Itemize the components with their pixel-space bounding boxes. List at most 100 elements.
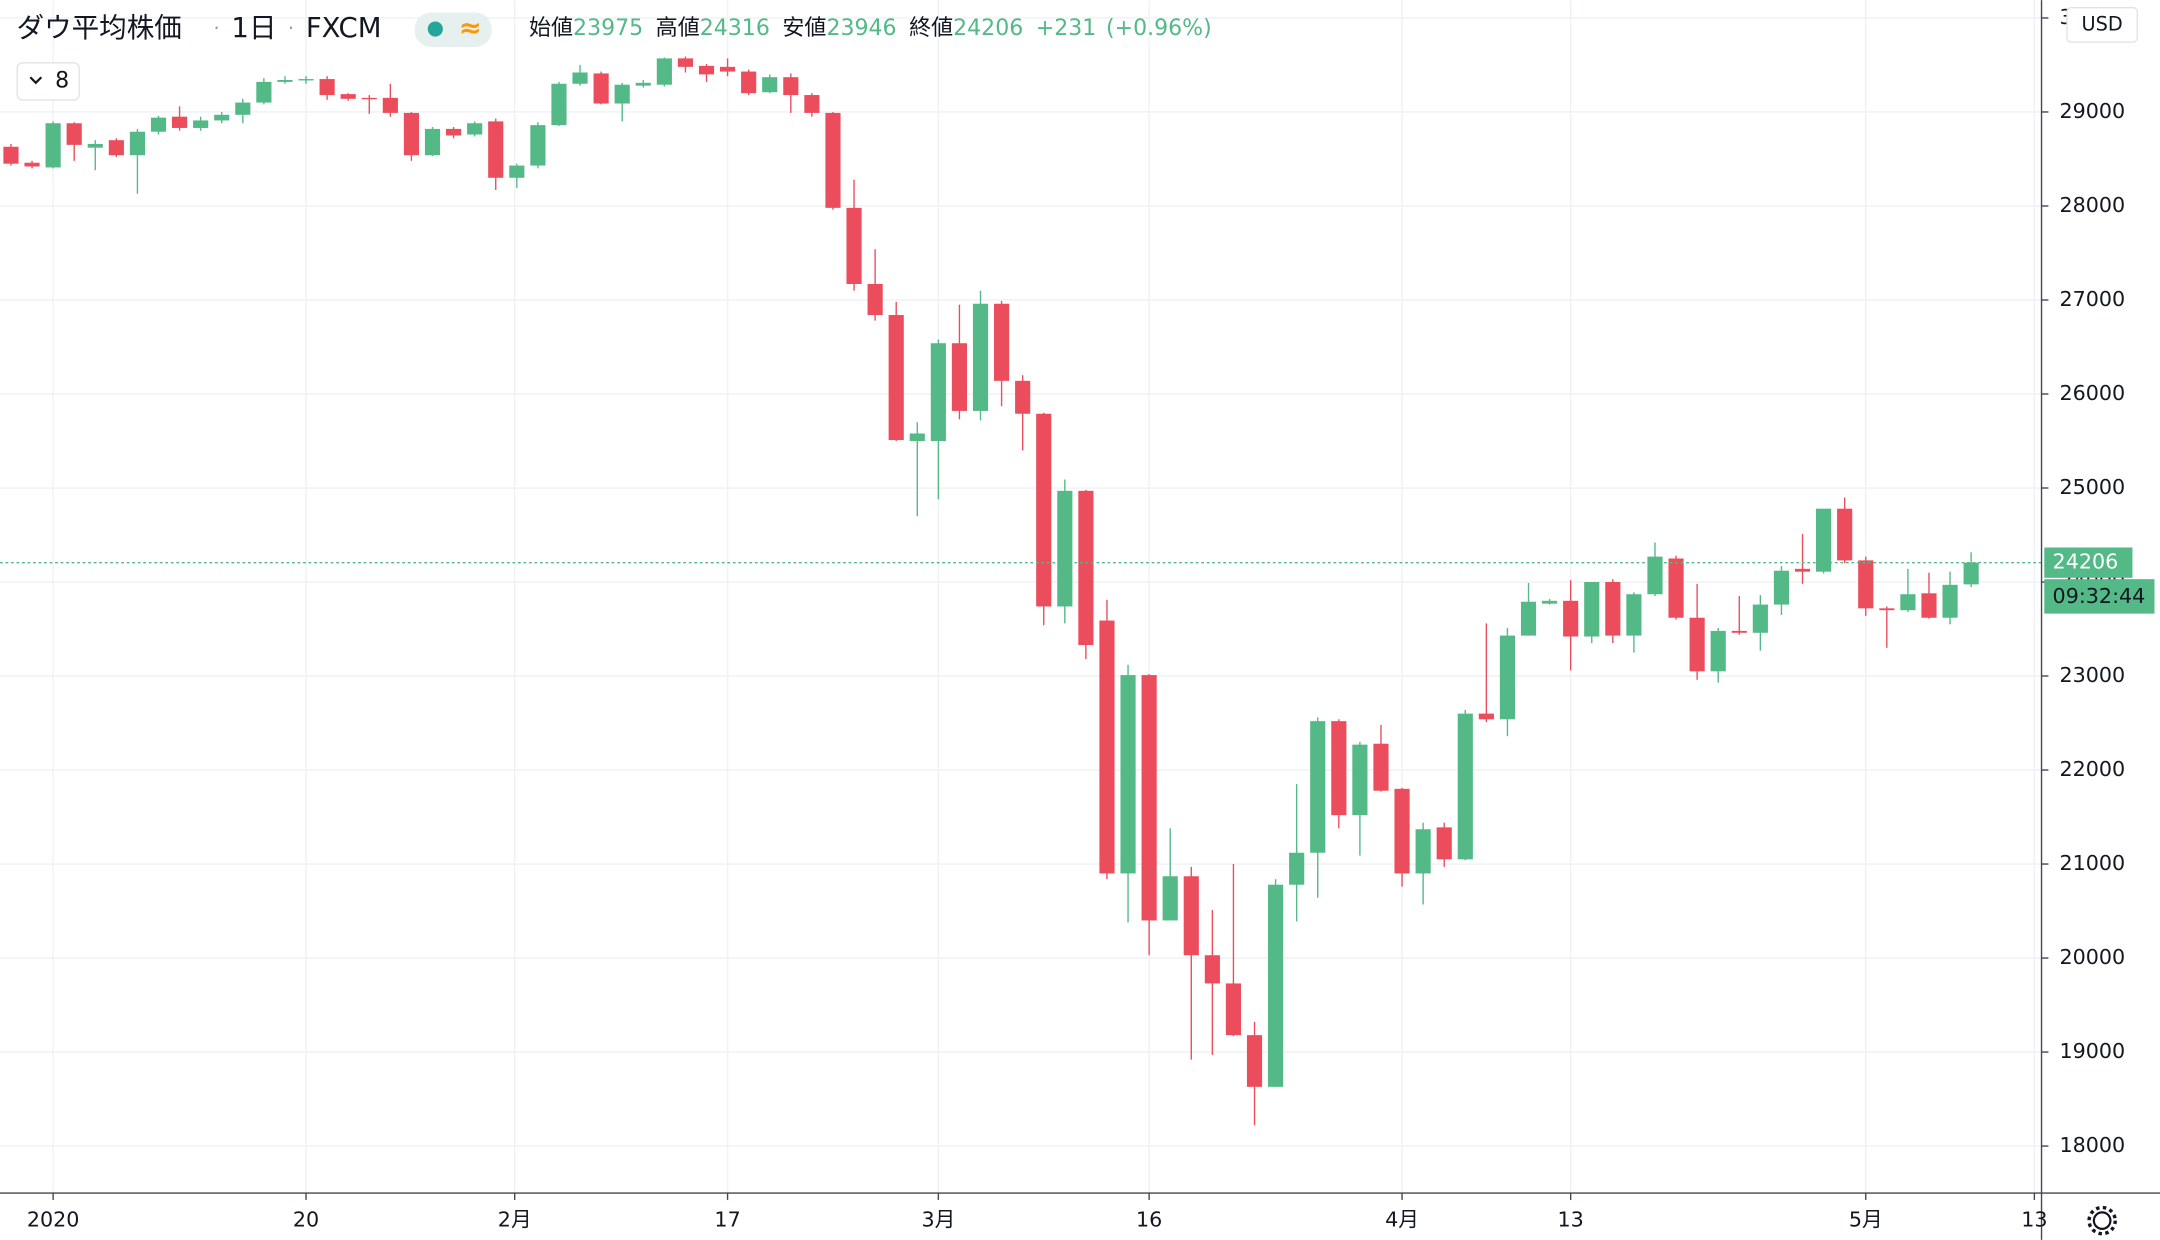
candle-body xyxy=(1204,955,1220,984)
candle-body xyxy=(551,83,567,126)
candle-body xyxy=(1773,570,1790,605)
x-tick-label: 4月 xyxy=(1385,1208,1419,1232)
candle-body xyxy=(1605,582,1621,636)
delayed-icon: ≈ xyxy=(459,12,482,44)
candle-body xyxy=(1120,675,1136,874)
low-value: 23946 xyxy=(826,16,896,41)
gear-teeth xyxy=(2087,1205,2117,1236)
candle-body xyxy=(1963,562,1979,585)
time-axis-bg xyxy=(0,1193,2160,1240)
candle-body xyxy=(762,77,778,93)
candle-body xyxy=(172,116,188,128)
candle-body xyxy=(888,315,904,441)
y-tick-label: 29000 xyxy=(2059,99,2125,123)
candle-body xyxy=(1921,593,1937,618)
candle-body xyxy=(1563,600,1579,637)
x-tick-label: 5月 xyxy=(1849,1208,1883,1232)
candle-body xyxy=(1015,380,1031,414)
header: ダウ平均株価 · 1日 · FXCM ≈ 始値23975 高値24316 安値2… xyxy=(16,12,1212,101)
currency: USD xyxy=(2082,12,2123,35)
candle-body xyxy=(446,128,462,136)
candle-body xyxy=(256,81,272,103)
indicator-count: 8 xyxy=(55,68,69,93)
candle-body xyxy=(1099,620,1115,874)
candle-body xyxy=(1141,675,1157,921)
close-label: 終値 xyxy=(909,16,953,41)
countdown-box xyxy=(2044,579,2155,614)
interval[interactable]: 1日 xyxy=(231,12,276,44)
candle-body xyxy=(593,73,609,104)
y-tick-label: 28000 xyxy=(2059,193,2125,217)
candle-body xyxy=(214,114,230,121)
candle-body xyxy=(1415,829,1431,874)
y-tick-label: 25000 xyxy=(2059,475,2125,499)
x-tick-label: 20 xyxy=(293,1208,319,1232)
candle-body xyxy=(488,121,504,178)
candle-body xyxy=(1331,721,1347,816)
low-label: 安値 xyxy=(782,16,826,41)
candle-body xyxy=(1310,721,1326,853)
candle-body xyxy=(972,303,989,411)
x-tick-label: 13 xyxy=(1558,1208,1584,1232)
last-price-label: 24206 xyxy=(2053,550,2119,574)
status-pill[interactable] xyxy=(414,12,492,47)
candle-body xyxy=(1752,604,1768,633)
x-tick-label: 17 xyxy=(714,1208,740,1232)
x-tick-label: 3月 xyxy=(921,1208,955,1232)
candle-body xyxy=(3,146,19,164)
source: FXCM xyxy=(306,12,382,44)
y-tick-label: 27000 xyxy=(2059,287,2125,311)
candle-body xyxy=(1731,630,1747,633)
change-percent: (+0.96%) xyxy=(1106,16,1212,41)
settings-icon[interactable] xyxy=(2087,1205,2117,1236)
candle-body xyxy=(1816,508,1832,572)
candle-body xyxy=(1689,617,1705,672)
candle-body xyxy=(193,120,209,128)
candle-body xyxy=(1289,852,1305,885)
candle-body xyxy=(1352,744,1368,816)
candle-body xyxy=(1057,490,1073,607)
close-value: 24206 xyxy=(953,16,1023,41)
candle-body xyxy=(1542,600,1558,604)
collapse-button[interactable] xyxy=(16,62,80,101)
candle-body xyxy=(1668,558,1684,618)
candle-body xyxy=(1394,788,1410,874)
candle-body xyxy=(66,123,82,145)
candle-body xyxy=(1858,560,1874,609)
candle-body xyxy=(804,95,820,113)
high-label: 高値 xyxy=(656,16,700,41)
candle-body xyxy=(530,125,546,166)
currency-box[interactable] xyxy=(2066,6,2138,43)
candle-body xyxy=(1457,713,1473,860)
candle-body xyxy=(994,303,1010,381)
candle-body xyxy=(361,97,377,100)
candle-body xyxy=(846,207,862,285)
x-tick-label: 13 xyxy=(2021,1208,2047,1232)
x-tick-label: 2月 xyxy=(498,1208,532,1232)
candle-body xyxy=(635,82,651,86)
candle-body xyxy=(1626,594,1642,636)
candle-body xyxy=(1478,713,1494,720)
candle-body xyxy=(572,72,588,84)
candle-body xyxy=(45,123,61,168)
y-tick-label: 20000 xyxy=(2059,945,2125,969)
candle-body xyxy=(1942,584,1958,618)
x-tick-label: 2020 xyxy=(27,1208,80,1232)
candle-body xyxy=(1268,884,1284,1087)
candle-body xyxy=(235,102,251,115)
ohlc-legend: 始値23975 高値24316 安値23946 終値24206 +231 (+0… xyxy=(529,16,1212,41)
candle-body xyxy=(1520,601,1537,636)
candle-body xyxy=(1584,582,1600,637)
grid xyxy=(0,0,2042,1194)
candle-body xyxy=(1900,594,1916,611)
candle-body xyxy=(1837,508,1853,561)
chevron-icon xyxy=(29,76,43,85)
open-label: 始値 xyxy=(529,16,573,41)
candle-body xyxy=(277,80,293,82)
candle-body xyxy=(614,84,630,104)
candle-body xyxy=(1794,568,1811,572)
candle-body xyxy=(150,117,167,132)
candle-body xyxy=(1647,556,1663,595)
separator: · xyxy=(214,17,220,40)
